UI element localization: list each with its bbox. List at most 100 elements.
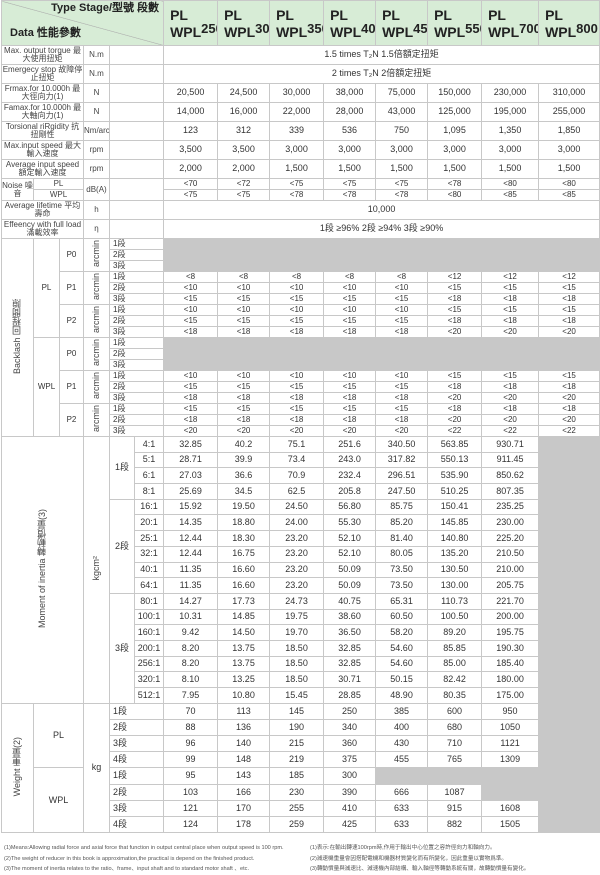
inertia-value: 13.75 [217,639,271,657]
empty-cell [538,359,600,371]
inertia-value: 13.75 [217,655,271,673]
weight-value: 88 [163,718,219,737]
footnote: (1)Means:Allowing radial force and axial… [4,845,284,852]
backlash-row: P2 arcmin 1段 <15 <15 <15 <15 <15 <18 <18 <18 [2,403,600,437]
noise-value: <70 [163,178,219,190]
vertical-label: Weight 重量(2) [11,737,22,797]
spec-value: 3,000 [375,140,429,160]
inertia-value: 23.20 [269,545,325,563]
spec-value: 1,350 [481,121,540,141]
model-header: PLWPL700 [481,0,540,46]
backlash-value: <10 [163,282,219,294]
empty-cell [217,337,271,349]
stage-label: 2段 [108,249,165,261]
spec-value: 1,500 [375,159,429,179]
backlash-class: P1 [59,271,84,305]
spec-label: Emergecy stop 故障停止扭矩 [1,64,84,84]
inertia-value: 18.30 [217,530,271,547]
inertia-value: 243.0 [323,451,377,469]
backlash-class: P2 [59,304,84,338]
weight-unit: kg [83,702,110,834]
empty-cell [163,249,219,261]
inertia-value: 62.5 [269,483,325,500]
spec-value: 310,000 [538,83,600,103]
weight-value: 1309 [481,751,540,769]
noise-type: PL [33,178,84,190]
backlash-value: <18 [481,381,540,393]
inertia-value: 563.85 [427,436,483,453]
noise-type: WPL [33,189,84,201]
backlash-value: <20 [163,425,219,437]
inertia-value: 85.00 [427,655,483,673]
inertia-value: 73.50 [375,561,429,579]
inertia-value: 807.35 [481,483,540,500]
backlash-value: <15 [375,381,429,393]
stage-label: 2段 [108,718,165,737]
model-header: PLWPL350 [269,0,325,46]
inertia-row: 200:1 8.20 13.75 18.50 32.85 54.60 85.85 190.30 [2,639,600,657]
empty-cell [538,337,600,349]
backlash-value: <18 [481,315,540,327]
spec-label: Frmax.for 10.000h 最大徑向力(1) [1,83,84,103]
weight-value: 1608 [481,799,540,818]
backlash-value: <10 [217,282,271,294]
backlash-value: <20 [481,414,540,426]
empty-cell [481,249,540,261]
weight-value: 1050 [481,718,540,737]
weight-type: PL [33,702,84,769]
weight-value: 215 [269,735,325,753]
weight-value: 710 [427,735,483,753]
inertia-row: 160:1 9.42 14.50 19.70 36.50 58.20 89.20 195.75 [2,624,600,641]
backlash-unit: arcmin [83,403,110,437]
backlash-row: WPL P0 arcmin 1段 [2,337,600,437]
inertia-value: 205.8 [323,483,377,500]
backlash-value: <10 [269,304,325,316]
inertia-value: 38.60 [323,608,377,626]
spec-unit: N [83,102,110,122]
table-cell [108,121,165,141]
spec-value: 16,000 [217,102,271,122]
spec-value: 3,000 [427,140,483,160]
stage-label: 2段 [108,348,165,360]
model-header: PLWPL300 [217,0,271,46]
backlash-value: <15 [375,293,429,305]
backlash-value: <15 [163,381,219,393]
backlash-row: P2 arcmin 1段 <10 <10 <10 <10 <10 <15 <15 <15 [2,304,600,338]
empty-cell [269,238,325,250]
backlash-value: <10 [375,282,429,294]
corner-top: Type Stage/型號 段數 [51,2,160,14]
weight-value: 410 [323,799,377,818]
spec-value: 1,500 [481,159,540,179]
inertia-value: 130.00 [427,577,483,594]
inertia-row: 512:1 7.95 10.80 15.45 28.85 48.90 80.35 175.00 [2,687,600,704]
backlash-value: <10 [323,370,377,382]
empty-cell [481,783,540,801]
spec-value: 3,000 [481,140,540,160]
inertia-value: 16.75 [217,545,271,563]
backlash-value: <20 [481,392,540,404]
empty-cell [375,767,429,785]
backlash-value: <20 [217,425,271,437]
inertia-value: 8.20 [163,655,219,673]
spec-value: 2 times T₂N 2倍額定扭矩 [163,64,600,84]
spec-unit: Nm/arcmin [83,121,110,141]
backlash-value: <15 [427,370,483,382]
inertia-value: 145.85 [427,514,483,532]
inertia-value: 65.31 [375,592,429,610]
empty-cell [375,260,429,272]
empty-cell [538,561,600,579]
backlash-type: WPL [33,337,60,437]
spec-value: 14,000 [163,102,219,122]
backlash-value: <18 [427,403,483,415]
backlash-row: Backlash 回程間隙 PL P0 arcmin 1段 [1,238,600,437]
inertia-row: 2段 16:1 15.92 19.50 24.50 56.80 85.75 150.41 235… [2,498,600,594]
spec-unit: rpm [83,140,110,160]
weight-value: 121 [163,799,219,818]
weight-label: Weight 重量(2) [1,702,34,834]
noise-value: <80 [427,189,483,201]
efficiency-value: 1段 ≥96% 2段 ≥94% 3段 ≥90% [163,219,600,239]
backlash-value: <15 [323,315,377,327]
spec-value: 3,500 [217,140,271,160]
inertia-value: 247.50 [375,483,429,500]
inertia-value: 235.25 [481,498,540,516]
